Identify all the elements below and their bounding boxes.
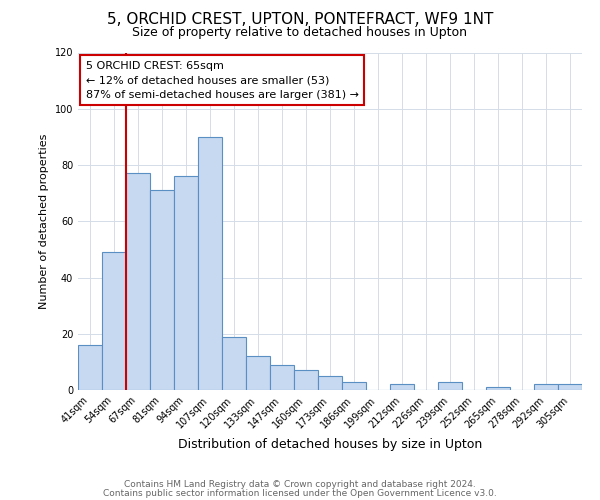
- Y-axis label: Number of detached properties: Number of detached properties: [39, 134, 49, 309]
- Text: Size of property relative to detached houses in Upton: Size of property relative to detached ho…: [133, 26, 467, 39]
- Bar: [558, 384, 582, 390]
- Bar: [222, 336, 246, 390]
- Bar: [246, 356, 270, 390]
- Bar: [78, 345, 102, 390]
- Bar: [198, 137, 222, 390]
- Bar: [270, 364, 294, 390]
- X-axis label: Distribution of detached houses by size in Upton: Distribution of detached houses by size …: [178, 438, 482, 451]
- Text: 5 ORCHID CREST: 65sqm
← 12% of detached houses are smaller (53)
87% of semi-deta: 5 ORCHID CREST: 65sqm ← 12% of detached …: [86, 61, 359, 100]
- Bar: [342, 382, 366, 390]
- Bar: [438, 382, 462, 390]
- Bar: [294, 370, 318, 390]
- Bar: [534, 384, 558, 390]
- Text: Contains HM Land Registry data © Crown copyright and database right 2024.: Contains HM Land Registry data © Crown c…: [124, 480, 476, 489]
- Text: Contains public sector information licensed under the Open Government Licence v3: Contains public sector information licen…: [103, 488, 497, 498]
- Bar: [486, 387, 510, 390]
- Bar: [174, 176, 198, 390]
- Bar: [126, 174, 150, 390]
- Bar: [318, 376, 342, 390]
- Bar: [150, 190, 174, 390]
- Text: 5, ORCHID CREST, UPTON, PONTEFRACT, WF9 1NT: 5, ORCHID CREST, UPTON, PONTEFRACT, WF9 …: [107, 12, 493, 28]
- Bar: [102, 252, 126, 390]
- Bar: [390, 384, 414, 390]
